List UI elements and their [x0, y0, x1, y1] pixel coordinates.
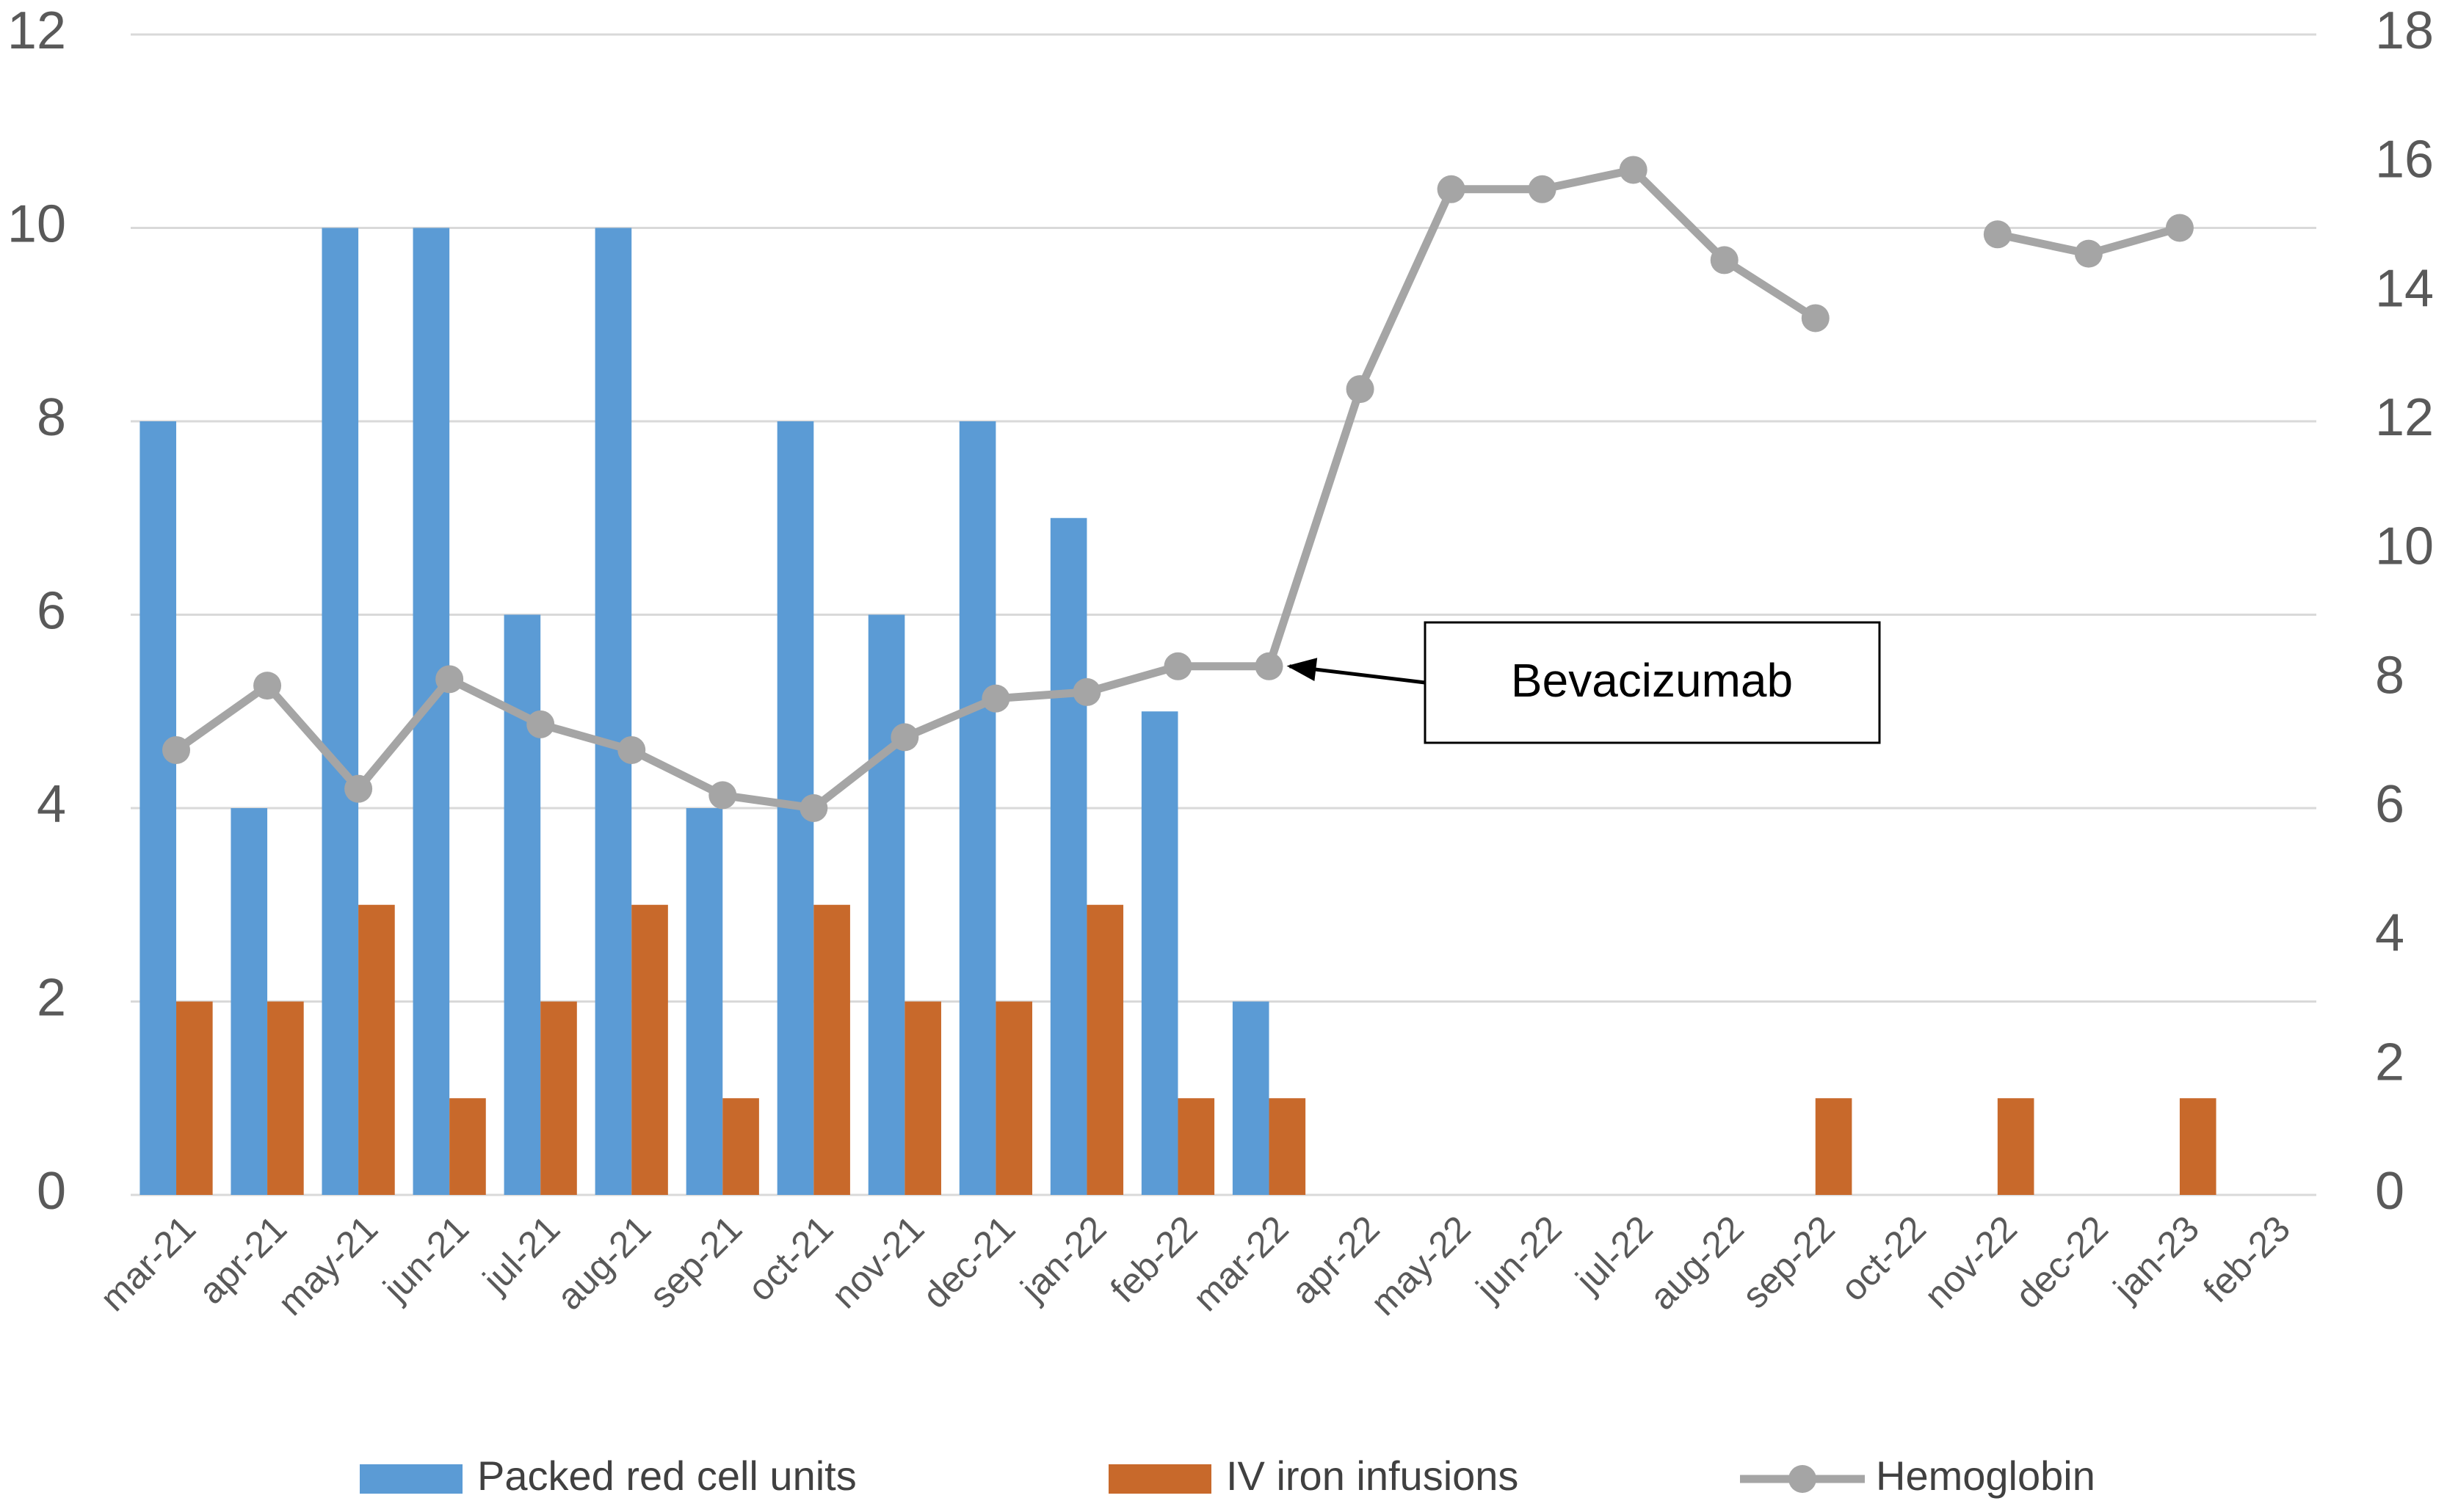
marker: [708, 781, 737, 810]
bar: [686, 808, 723, 1195]
marker: [1528, 175, 1556, 203]
x-tick-label: aug-22: [1642, 1208, 1752, 1318]
x-tick-label: mar-22: [1185, 1208, 1297, 1320]
marker: [1619, 156, 1647, 184]
y-tick-label: 12: [7, 1, 66, 60]
y-tick-label: 10: [7, 195, 66, 254]
bar: [1141, 711, 1178, 1195]
x-tick-label: sep-22: [1734, 1208, 1843, 1317]
plot: [131, 33, 2316, 1196]
marker: [617, 735, 646, 764]
bar: [1815, 1098, 1852, 1195]
bar: [813, 904, 850, 1195]
bar: [595, 228, 632, 1195]
marker: [1164, 652, 1192, 680]
bar: [449, 1098, 486, 1195]
x-tick-label: may-22: [1363, 1208, 1478, 1323]
marker: [1801, 304, 1830, 332]
y-tick-label: 2: [37, 969, 66, 1028]
x-tick-label: oct-21: [740, 1208, 841, 1309]
x-tick-label: jan-22: [1012, 1208, 1114, 1310]
marker: [162, 735, 191, 764]
x-tick-label: jan-23: [2105, 1208, 2207, 1310]
y2-tick-label: 2: [2375, 1033, 2404, 1091]
marker: [1346, 375, 1374, 404]
bar: [267, 1001, 304, 1195]
x-tick-label: nov-21: [824, 1208, 932, 1317]
bar: [1050, 517, 1087, 1195]
marker: [1073, 677, 1101, 706]
x-tick-label: dec-21: [915, 1208, 1023, 1317]
y-tick-label: 8: [37, 388, 66, 447]
marker: [344, 774, 373, 803]
bar: [631, 904, 668, 1195]
bar: [722, 1098, 759, 1195]
bar: [1178, 1098, 1215, 1195]
legend-label: Packed red cell units: [477, 1453, 857, 1499]
bar: [176, 1001, 213, 1195]
y2-tick-label: 10: [2375, 517, 2434, 576]
marker: [800, 794, 828, 822]
annotation-box: [1424, 621, 1881, 744]
marker: [2074, 239, 2103, 268]
bar: [540, 1001, 577, 1195]
annotation: Bevacizumab: [1511, 654, 1793, 707]
legend-label: IV iron infusions: [1226, 1453, 1518, 1499]
bar: [1232, 1001, 1269, 1195]
y-tick-label: 0: [37, 1162, 66, 1221]
marker: [982, 684, 1010, 713]
bar: [905, 1001, 941, 1195]
bar: [1997, 1098, 2034, 1195]
y2-tick-label: 4: [2375, 904, 2404, 963]
marker: [526, 710, 555, 738]
marker: [1983, 220, 2012, 249]
x-tick-label: feb-23: [2195, 1208, 2298, 1311]
bar: [504, 614, 541, 1195]
x-tick-label: aug-21: [549, 1208, 659, 1318]
y-tick-label: 6: [37, 582, 66, 641]
bar: [139, 421, 177, 1195]
marker: [253, 672, 282, 700]
bar: [1269, 1098, 1306, 1195]
bar: [231, 808, 268, 1195]
legend-swatch: [360, 1464, 463, 1494]
x-tick-label: jun-22: [1467, 1208, 1569, 1310]
y2-tick-label: 16: [2375, 131, 2434, 189]
marker: [1437, 175, 1465, 203]
legend-swatch: [1788, 1465, 1816, 1493]
x-tick-label: sep-21: [642, 1208, 750, 1317]
marker: [435, 665, 464, 694]
y2-tick-label: 18: [2375, 1, 2434, 60]
y-tick-label: 4: [37, 775, 66, 834]
bar: [959, 421, 996, 1195]
marker: [891, 723, 919, 752]
bar: [322, 228, 359, 1195]
bar: [868, 614, 905, 1195]
annotation-arrow: [1286, 658, 1426, 685]
bar: [996, 1001, 1033, 1195]
legend-swatch: [1109, 1464, 1211, 1494]
x-tick-label: dec-22: [2007, 1208, 2116, 1317]
x-tick-label: mar-21: [93, 1208, 204, 1320]
legend-label: Hemoglobin: [1876, 1453, 2095, 1499]
bar: [1087, 904, 1124, 1195]
y2-tick-label: 0: [2375, 1162, 2404, 1221]
x-tick-label: jun-21: [374, 1208, 476, 1310]
bar: [2179, 1098, 2216, 1195]
marker: [1255, 652, 1283, 680]
y2-tick-label: 8: [2375, 646, 2404, 705]
marker: [1710, 246, 1739, 275]
x-tick-label: nov-22: [1916, 1208, 2025, 1317]
y2-tick-label: 12: [2375, 388, 2434, 447]
x-tick-label: may-21: [270, 1208, 385, 1323]
y2-tick-label: 6: [2375, 775, 2404, 834]
x-tick-label: oct-22: [1832, 1208, 1934, 1309]
marker: [2165, 214, 2194, 242]
y2-tick-label: 14: [2375, 259, 2434, 318]
bar: [358, 904, 395, 1195]
